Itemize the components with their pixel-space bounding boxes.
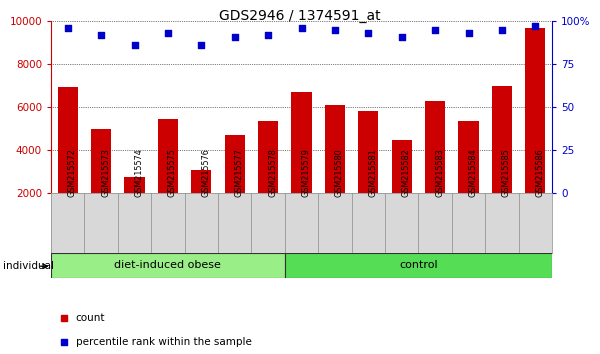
Point bbox=[63, 25, 73, 31]
Text: GSM215574: GSM215574 bbox=[134, 148, 143, 197]
Point bbox=[376, 32, 386, 38]
Point bbox=[230, 34, 239, 40]
Point bbox=[430, 27, 440, 33]
Text: individual: individual bbox=[3, 261, 54, 271]
Text: GSM215586: GSM215586 bbox=[535, 149, 544, 197]
Point bbox=[530, 24, 540, 29]
Text: GSM215572: GSM215572 bbox=[68, 148, 77, 197]
Text: GSM215575: GSM215575 bbox=[168, 148, 177, 197]
Point bbox=[376, 249, 386, 255]
Bar bbox=[224, 135, 245, 236]
Text: GSM215576: GSM215576 bbox=[202, 148, 211, 197]
Point bbox=[397, 34, 407, 40]
Bar bbox=[358, 111, 379, 236]
Point bbox=[197, 42, 206, 48]
Text: diet-induced obese: diet-induced obese bbox=[115, 261, 221, 270]
Bar bbox=[158, 119, 178, 236]
Text: control: control bbox=[399, 261, 438, 270]
Point bbox=[130, 42, 139, 48]
Point bbox=[297, 25, 307, 31]
Text: GSM215580: GSM215580 bbox=[335, 149, 344, 197]
Text: GDS2946 / 1374591_at: GDS2946 / 1374591_at bbox=[219, 9, 381, 23]
Bar bbox=[285, 253, 552, 278]
Text: percentile rank within the sample: percentile rank within the sample bbox=[76, 337, 251, 347]
Text: GSM215581: GSM215581 bbox=[368, 149, 377, 197]
Text: GSM215579: GSM215579 bbox=[302, 148, 311, 197]
Bar bbox=[91, 129, 111, 236]
Text: GSM215577: GSM215577 bbox=[235, 148, 244, 197]
Bar bbox=[292, 92, 311, 236]
Bar bbox=[458, 121, 479, 236]
Text: GSM215573: GSM215573 bbox=[101, 148, 110, 197]
Bar bbox=[492, 86, 512, 236]
Bar bbox=[525, 28, 545, 236]
Text: count: count bbox=[76, 313, 105, 323]
Text: GSM215585: GSM215585 bbox=[502, 148, 511, 197]
Point bbox=[364, 30, 373, 36]
Text: GSM215583: GSM215583 bbox=[435, 149, 444, 197]
Point bbox=[330, 27, 340, 33]
Point bbox=[163, 30, 173, 36]
Bar bbox=[392, 140, 412, 236]
Text: GSM215578: GSM215578 bbox=[268, 148, 277, 197]
Point bbox=[263, 32, 273, 38]
Bar bbox=[51, 253, 285, 278]
Bar bbox=[58, 87, 78, 236]
Bar bbox=[258, 121, 278, 236]
Point bbox=[497, 27, 507, 33]
Bar bbox=[325, 105, 345, 236]
Bar bbox=[124, 177, 145, 236]
Text: GSM215584: GSM215584 bbox=[469, 149, 478, 197]
Point bbox=[97, 32, 106, 38]
Bar bbox=[425, 101, 445, 236]
Text: GSM215582: GSM215582 bbox=[402, 148, 410, 197]
Bar bbox=[191, 170, 211, 236]
Point bbox=[464, 30, 473, 36]
